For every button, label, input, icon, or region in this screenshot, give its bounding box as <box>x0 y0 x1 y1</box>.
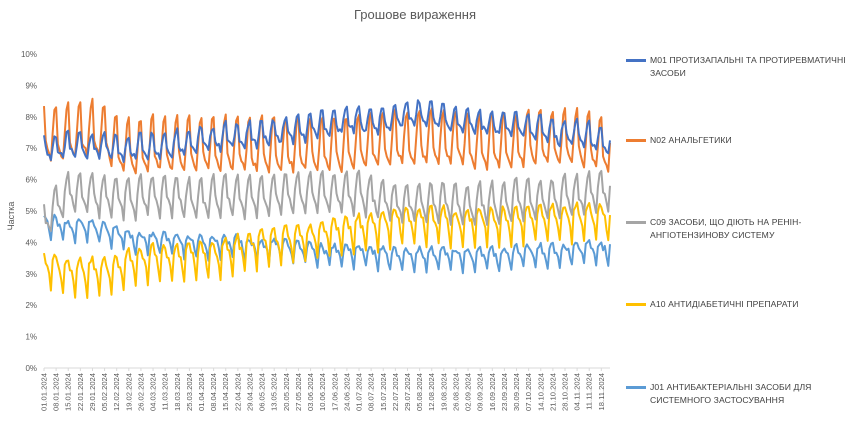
y-tick-label: 6% <box>25 176 37 185</box>
x-tick-label: 01.07.2024 <box>355 373 364 411</box>
y-tick-label: 4% <box>25 238 37 247</box>
series-line-n02 <box>43 97 611 175</box>
x-tick-label: 02.09.2024 <box>464 373 473 411</box>
x-tick-label: 22.04.2024 <box>233 373 242 411</box>
x-tick-label: 04.11.2024 <box>573 373 582 410</box>
x-tick-label: 15.07.2024 <box>379 373 388 411</box>
legend-label-c09: C09 ЗАСОБИ, ЩО ДІЮТЬ НА РЕНІН-АНГІОТЕНЗИ… <box>650 217 802 240</box>
legend-item-a10[interactable]: A10 АНТИДІАБЕТИЧНІ ПРЕПАРАТИ <box>626 298 848 311</box>
x-tick-label: 08.01.2024 <box>52 373 61 411</box>
legend-swatch-j01 <box>626 386 646 389</box>
x-tick-label: 15.04.2024 <box>221 373 230 411</box>
x-tick-label: 27.05.2024 <box>294 373 303 411</box>
x-tick-label: 29.07.2024 <box>403 373 412 411</box>
y-tick-label: 0% <box>25 364 37 373</box>
x-tick-label: 13.05.2024 <box>270 373 279 411</box>
x-tick-label: 05.08.2024 <box>415 373 424 411</box>
x-tick-label: 21.10.2024 <box>548 373 557 411</box>
x-tick-label: 25.03.2024 <box>185 373 194 411</box>
legend-label-j01: J01 АНТИБАКТЕРІАЛЬНІ ЗАСОБИ ДЛЯ СИСТЕМНО… <box>650 382 812 405</box>
x-tick-label: 04.03.2024 <box>149 373 158 411</box>
x-tick-label: 18.11.2024 <box>597 373 606 410</box>
legend-label-m01: M01 ПРОТИЗАПАЛЬНІ ТА ПРОТИРЕВМАТИЧНІ ЗАС… <box>650 55 846 78</box>
y-tick-label: 1% <box>25 333 37 342</box>
x-tick-label: 11.03.2024 <box>161 373 170 410</box>
x-tick-label: 16.09.2024 <box>488 373 497 411</box>
x-tick-label: 23.09.2024 <box>500 373 509 411</box>
legend-item-j01[interactable]: J01 АНТИБАКТЕРІАЛЬНІ ЗАСОБИ ДЛЯ СИСТЕМНО… <box>626 381 848 407</box>
x-tick-label: 12.08.2024 <box>427 373 436 411</box>
x-tick-label: 14.10.2024 <box>536 373 545 411</box>
x-tick-label: 10.06.2024 <box>318 373 327 411</box>
y-tick-label: 8% <box>25 113 37 122</box>
x-tick-label: 07.10.2024 <box>524 373 533 411</box>
x-tick-label: 30.09.2024 <box>512 373 521 411</box>
legend-label-a10: A10 АНТИДІАБЕТИЧНІ ПРЕПАРАТИ <box>650 299 799 309</box>
x-tick-label: 29.04.2024 <box>245 373 254 411</box>
legend-swatch-m01 <box>626 59 646 62</box>
y-tick-label: 3% <box>25 270 37 279</box>
y-axis: 0% 1% 2% 3% 4% 5% 6% 7% 8% 9% 10% <box>21 50 37 373</box>
x-tick-label: 15.01.2024 <box>64 373 73 411</box>
series-line-j01 <box>43 213 611 275</box>
x-tick-label: 05.02.2024 <box>100 373 109 411</box>
legend-item-m01[interactable]: M01 ПРОТИЗАПАЛЬНІ ТА ПРОТИРЕВМАТИЧНІ ЗАС… <box>626 54 848 80</box>
x-tick-label: 24.06.2024 <box>342 373 351 411</box>
x-tick-label: 01.04.2024 <box>197 373 206 411</box>
y-tick-label: 9% <box>25 81 37 90</box>
x-tick-label: 26.02.2024 <box>136 373 145 411</box>
x-tick-label: 06.05.2024 <box>258 373 267 411</box>
x-tick-label: 19.08.2024 <box>439 373 448 411</box>
x-tick-label: 26.08.2024 <box>451 373 460 411</box>
legend-label-n02: N02 АНАЛЬГЕТИКИ <box>650 135 732 145</box>
legend-swatch-c09 <box>626 221 646 224</box>
legend-item-c09[interactable]: C09 ЗАСОБИ, ЩО ДІЮТЬ НА РЕНІН-АНГІОТЕНЗИ… <box>626 216 848 242</box>
series-line-c09 <box>43 169 611 232</box>
y-tick-label: 7% <box>25 144 37 153</box>
x-tick-label: 08.07.2024 <box>367 373 376 411</box>
x-tick-label: 18.03.2024 <box>173 373 182 411</box>
y-tick-label: 10% <box>21 50 37 59</box>
series-line-a10 <box>43 201 611 300</box>
y-tick-label: 5% <box>25 207 37 216</box>
x-tick-label: 20.05.2024 <box>282 373 291 411</box>
x-tick-label: 09.09.2024 <box>476 373 485 411</box>
x-tick-label: 29.01.2024 <box>88 373 97 411</box>
series-lines <box>43 97 611 300</box>
x-tick-label: 22.01.2024 <box>76 373 85 411</box>
y-tick-label: 2% <box>25 301 37 310</box>
chart-title: Грошове вираження <box>354 7 476 22</box>
x-tick-label: 08.04.2024 <box>209 373 218 411</box>
legend-swatch-n02 <box>626 139 646 142</box>
legend-item-n02[interactable]: N02 АНАЛЬГЕТИКИ <box>626 134 848 147</box>
x-tick-label: 11.11.2024 <box>585 373 594 410</box>
x-tick-label: 17.06.2024 <box>330 373 339 411</box>
series-line-m01 <box>43 99 611 163</box>
y-axis-title: Частка <box>6 202 16 231</box>
x-axis: 01.01.2024 08.01.2024 15.01.2024 22.01.2024… <box>40 368 606 411</box>
x-tick-label: 28.10.2024 <box>560 373 569 411</box>
x-tick-label: 12.02.2024 <box>112 373 121 411</box>
x-tick-label: 01.01.2024 <box>40 373 49 411</box>
x-tick-label: 19.02.2024 <box>124 373 133 411</box>
x-tick-label: 22.07.2024 <box>391 373 400 411</box>
x-tick-label: 03.06.2024 <box>306 373 315 411</box>
legend-swatch-a10 <box>626 303 646 306</box>
